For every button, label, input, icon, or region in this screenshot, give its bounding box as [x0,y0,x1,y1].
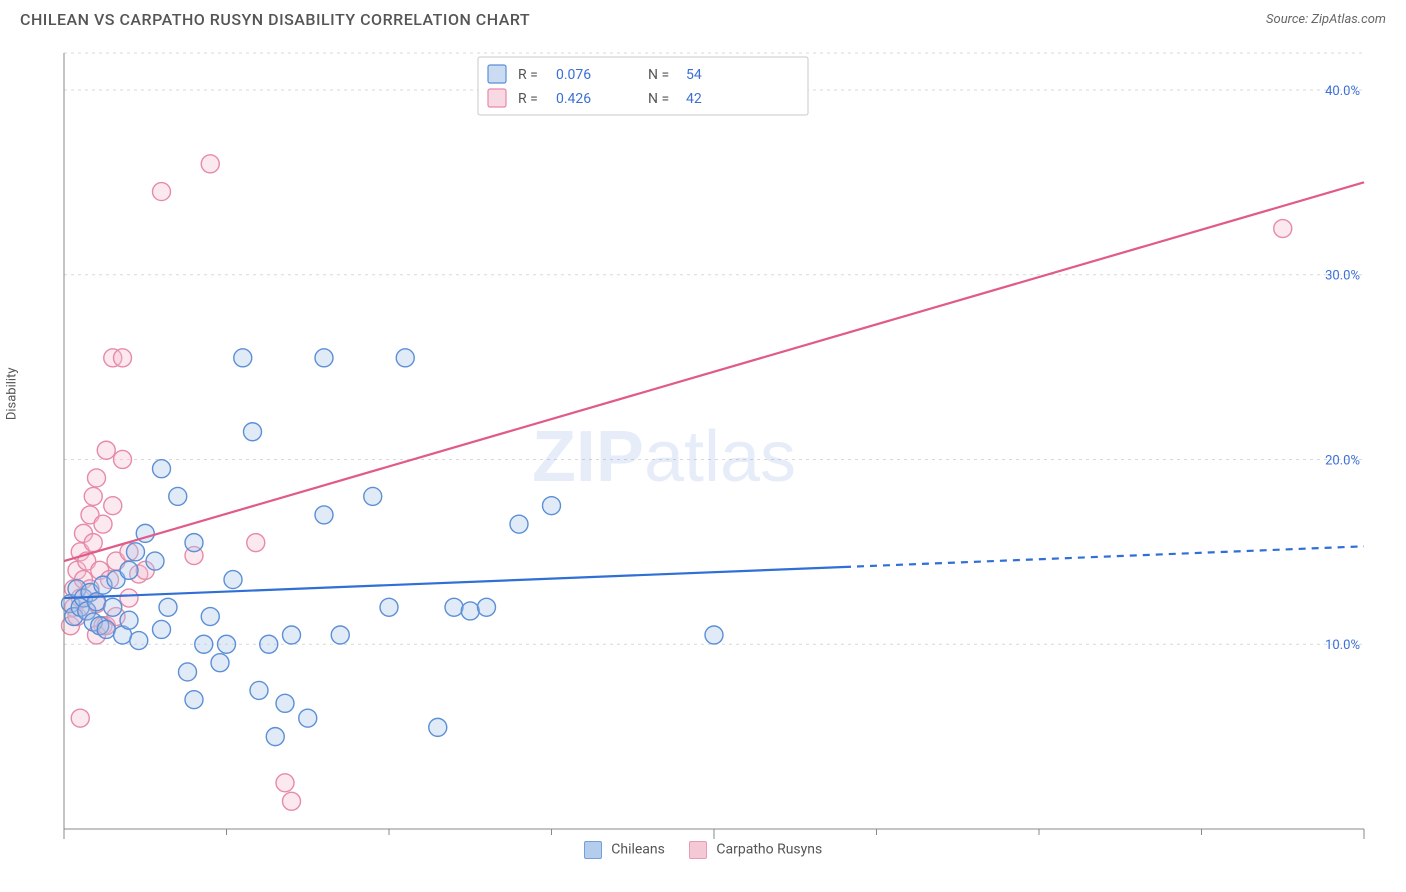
bottom-legend: Chileans Carpatho Rusyns [0,841,1406,859]
y-axis-label: Disability [5,367,20,420]
swatch-icon [584,841,602,859]
legend-label: Carpatho Rusyns [716,842,822,858]
svg-text:R =: R = [518,91,538,107]
svg-text:20.0%: 20.0% [1325,453,1360,468]
svg-text:40.0%: 40.0% [1325,84,1360,99]
svg-text:0.426: 0.426 [556,91,591,107]
chart-container: Disability ZIPatlas0.0%40.0%10.0%20.0%30… [18,39,1388,839]
scatter-chart: ZIPatlas0.0%40.0%10.0%20.0%30.0%40.0%R =… [18,39,1388,839]
svg-text:42: 42 [686,91,702,107]
legend-item-chileans: Chileans [584,841,665,859]
svg-text:ZIPatlas: ZIPatlas [532,417,796,497]
legend-item-carpatho: Carpatho Rusyns [689,841,822,859]
svg-text:N =: N = [648,67,669,83]
svg-text:10.0%: 10.0% [1325,638,1360,653]
svg-text:30.0%: 30.0% [1325,269,1360,284]
swatch-icon [689,841,707,859]
svg-text:R =: R = [518,67,538,83]
svg-text:0.076: 0.076 [556,67,591,83]
source-attribution: Source: ZipAtlas.com [1266,12,1386,27]
chart-title: CHILEAN VS CARPATHO RUSYN DISABILITY COR… [20,10,530,29]
svg-text:54: 54 [686,67,702,83]
legend-label: Chileans [611,842,665,858]
svg-text:N =: N = [648,91,669,107]
